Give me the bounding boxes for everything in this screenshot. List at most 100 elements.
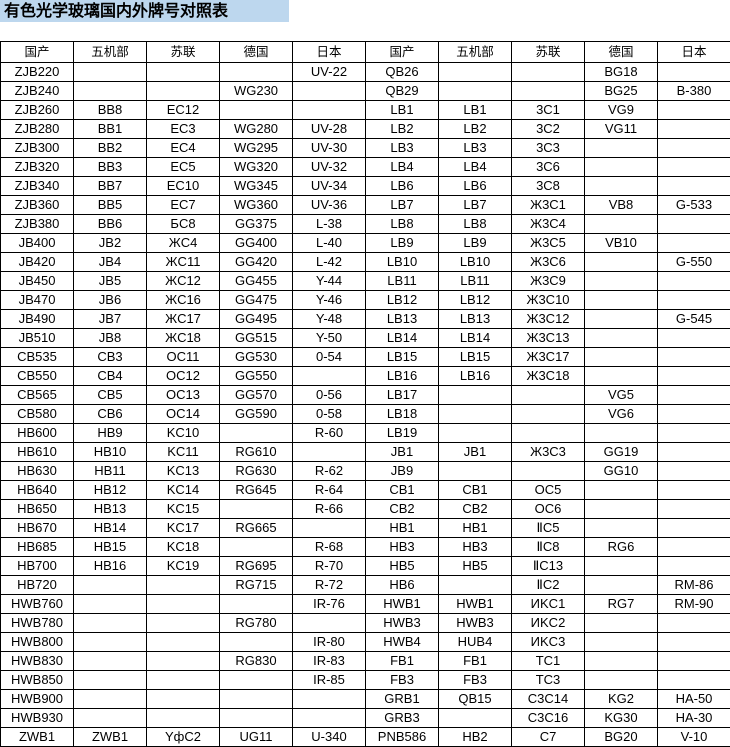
table-cell: HB3 xyxy=(439,538,512,557)
table-cell xyxy=(585,329,658,348)
table-cell: GG495 xyxy=(220,310,293,329)
table-cell: LB11 xyxy=(439,272,512,291)
table-cell: RG665 xyxy=(220,519,293,538)
table-cell xyxy=(585,139,658,158)
table-cell: 3C3 xyxy=(512,139,585,158)
table-cell: KC15 xyxy=(147,500,220,519)
table-cell: HA-50 xyxy=(658,690,730,709)
table-cell: CB1 xyxy=(366,481,439,500)
table-cell: ⅡC8 xyxy=(512,538,585,557)
table-cell: KC18 xyxy=(147,538,220,557)
table-cell: OC6 xyxy=(512,500,585,519)
table-cell: LB1 xyxy=(439,101,512,120)
table-cell: HWB780 xyxy=(1,614,74,633)
table-cell: JB1 xyxy=(366,443,439,462)
table-cell: EC5 xyxy=(147,158,220,177)
table-cell: BB7 xyxy=(74,177,147,196)
table-cell xyxy=(658,329,730,348)
table-cell: Y-44 xyxy=(293,272,366,291)
table-cell: 0-56 xyxy=(293,386,366,405)
table-cell xyxy=(585,158,658,177)
table-cell: HB5 xyxy=(439,557,512,576)
table-cell: JB490 xyxy=(1,310,74,329)
table-cell xyxy=(585,633,658,652)
table-cell xyxy=(74,576,147,595)
table-cell xyxy=(147,690,220,709)
table-cell: ИKC3 xyxy=(512,633,585,652)
table-cell xyxy=(439,82,512,101)
table-cell: LB13 xyxy=(439,310,512,329)
table-cell: LB15 xyxy=(366,348,439,367)
table-cell: LB9 xyxy=(366,234,439,253)
column-header: 德国 xyxy=(585,42,658,63)
table-cell xyxy=(439,709,512,728)
table-cell: FB1 xyxy=(366,652,439,671)
table-cell: 0-54 xyxy=(293,348,366,367)
table-cell: ЖC4 xyxy=(147,234,220,253)
table-cell: B-380 xyxy=(658,82,730,101)
table-cell xyxy=(658,462,730,481)
table-cell: R-70 xyxy=(293,557,366,576)
table-cell: UV-28 xyxy=(293,120,366,139)
table-cell: HB670 xyxy=(1,519,74,538)
table-cell: LB19 xyxy=(366,424,439,443)
table-cell xyxy=(585,652,658,671)
table-cell: LB16 xyxy=(366,367,439,386)
table-cell: 3C6 xyxy=(512,158,585,177)
table-cell: QB15 xyxy=(439,690,512,709)
table-cell: ZWB1 xyxy=(1,728,74,747)
table-cell xyxy=(585,614,658,633)
table-cell: VG9 xyxy=(585,101,658,120)
table-cell: JB1 xyxy=(439,443,512,462)
table-cell: BB2 xyxy=(74,139,147,158)
table-cell xyxy=(220,633,293,652)
table-cell xyxy=(585,424,658,443)
table-cell: HB685 xyxy=(1,538,74,557)
table-cell: LB8 xyxy=(366,215,439,234)
table-cell: GG375 xyxy=(220,215,293,234)
table-cell: ЖC11 xyxy=(147,253,220,272)
table-cell: LB13 xyxy=(366,310,439,329)
table-cell: RG645 xyxy=(220,481,293,500)
table-cell: ЖC16 xyxy=(147,291,220,310)
table-cell: GG515 xyxy=(220,329,293,348)
table-cell xyxy=(658,367,730,386)
table-cell: LB6 xyxy=(366,177,439,196)
table-cell: JB7 xyxy=(74,310,147,329)
table-cell: HWB3 xyxy=(366,614,439,633)
table-cell xyxy=(293,101,366,120)
table-cell: IR-83 xyxy=(293,652,366,671)
table-cell xyxy=(658,177,730,196)
table-cell: BB8 xyxy=(74,101,147,120)
table-cell: GG475 xyxy=(220,291,293,310)
table-cell: Ж3C6 xyxy=(512,253,585,272)
table-cell xyxy=(585,500,658,519)
table-cell xyxy=(658,348,730,367)
table-cell: VG5 xyxy=(585,386,658,405)
table-cell: GG10 xyxy=(585,462,658,481)
table-cell xyxy=(293,443,366,462)
table-cell xyxy=(74,652,147,671)
table-cell: Ж3C17 xyxy=(512,348,585,367)
table-cell: LB8 xyxy=(439,215,512,234)
table-cell: HB5 xyxy=(366,557,439,576)
table-cell: R-66 xyxy=(293,500,366,519)
table-cell: VB8 xyxy=(585,196,658,215)
table-cell: RM-90 xyxy=(658,595,730,614)
table-cell xyxy=(74,690,147,709)
table-cell: JB450 xyxy=(1,272,74,291)
column-header: 国产 xyxy=(366,42,439,63)
table-cell xyxy=(147,671,220,690)
